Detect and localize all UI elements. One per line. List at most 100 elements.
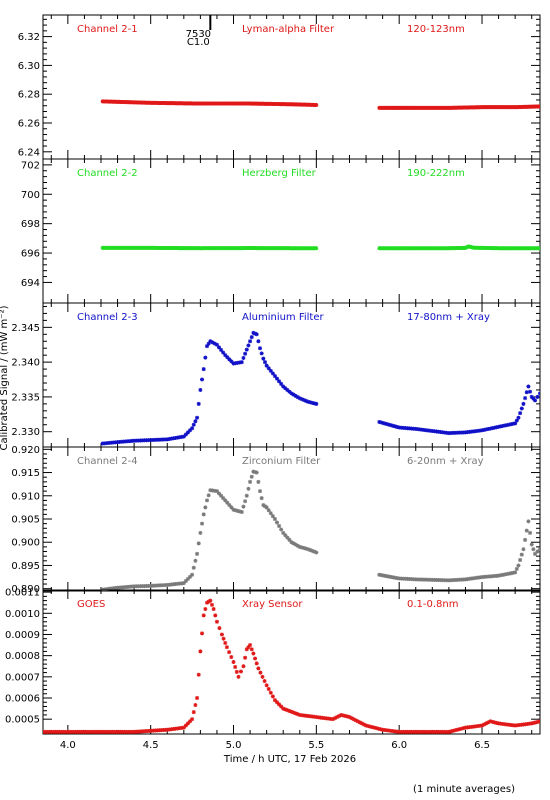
data-point	[306, 547, 311, 552]
data-point	[477, 428, 482, 433]
data-point	[515, 723, 520, 728]
data-point	[225, 355, 230, 360]
data-point	[480, 723, 485, 728]
y-tick-label: 696	[21, 249, 40, 260]
data-point	[370, 725, 375, 730]
data-point	[167, 437, 172, 441]
data-point	[256, 479, 261, 484]
data-point	[206, 341, 211, 346]
data-point	[488, 719, 493, 724]
data-point	[289, 540, 294, 545]
data-point	[471, 429, 476, 434]
data-point	[523, 537, 528, 542]
data-point	[181, 725, 186, 730]
data-point	[102, 587, 107, 591]
data-point	[241, 355, 246, 360]
data-point	[156, 583, 161, 588]
data-point	[322, 716, 327, 721]
data-point	[500, 721, 505, 726]
data-point	[297, 396, 302, 401]
data-point	[167, 727, 172, 732]
panel-filter: Herzberg Filter	[242, 168, 317, 179]
data-series	[377, 519, 540, 583]
panel-frame	[42, 446, 541, 592]
data-point	[190, 717, 195, 722]
data-point	[513, 570, 518, 575]
data-point	[63, 729, 68, 734]
data-point	[434, 729, 439, 734]
data-point	[446, 729, 451, 734]
data-point	[451, 578, 456, 583]
data-point	[415, 577, 420, 582]
x-axis-label: Time / h UTC, 17 Feb 2026	[223, 754, 356, 765]
data-point	[179, 581, 184, 586]
data-point	[525, 721, 530, 726]
data-point	[49, 729, 54, 734]
data-series	[100, 469, 319, 591]
data-point	[448, 578, 453, 583]
data-point	[203, 505, 208, 510]
data-point	[308, 714, 313, 719]
data-point	[395, 424, 400, 429]
data-point	[231, 507, 236, 512]
data-point	[529, 542, 534, 547]
data-point	[473, 724, 478, 729]
data-point	[519, 722, 524, 727]
data-point	[264, 363, 269, 368]
data-point	[217, 626, 222, 631]
data-point	[411, 729, 416, 734]
data-point	[211, 607, 216, 612]
data-point	[175, 435, 180, 440]
data-point	[310, 548, 315, 553]
data-point	[277, 523, 282, 528]
data-point	[339, 712, 344, 717]
data-point	[195, 415, 200, 420]
data-point	[235, 508, 240, 513]
data-point	[248, 643, 253, 648]
data-point	[473, 575, 478, 580]
data-point	[393, 424, 398, 429]
data-point	[136, 438, 141, 443]
data-point	[171, 436, 176, 441]
data-point	[171, 726, 176, 731]
data-point	[161, 583, 166, 588]
data-point	[214, 342, 219, 347]
data-point	[457, 577, 462, 582]
data-point	[301, 398, 306, 403]
data-point	[127, 439, 132, 444]
data-point	[523, 396, 528, 401]
data-point	[496, 573, 501, 578]
data-point	[332, 716, 337, 721]
data-point	[397, 425, 402, 430]
data-point	[490, 426, 495, 431]
data-point	[424, 428, 429, 433]
data-point	[113, 440, 118, 445]
data-point	[175, 726, 180, 731]
data-point	[259, 351, 264, 356]
data-point	[295, 712, 300, 717]
data-point	[538, 547, 540, 552]
data-point	[198, 387, 203, 392]
x-tick-label: 6.0	[391, 740, 407, 751]
data-point	[374, 726, 379, 731]
data-point	[275, 376, 280, 381]
data-point	[457, 430, 462, 435]
data-point	[314, 103, 319, 107]
data-point	[281, 384, 286, 389]
y-tick-label: 6.28	[18, 90, 40, 101]
data-point	[203, 607, 208, 612]
data-point	[509, 723, 514, 727]
data-point	[314, 401, 319, 406]
data-point	[107, 586, 112, 591]
panel-band: 0.1-0.8nm	[407, 599, 459, 610]
data-point	[163, 583, 168, 588]
data-point	[295, 395, 300, 400]
data-point	[531, 720, 536, 725]
panel-band: 6-20nm + Xray	[407, 456, 484, 467]
data-point	[231, 660, 236, 664]
data-point	[417, 577, 422, 582]
data-point	[146, 438, 151, 443]
data-point	[442, 430, 447, 435]
data-point	[419, 729, 424, 734]
data-point	[397, 576, 402, 581]
